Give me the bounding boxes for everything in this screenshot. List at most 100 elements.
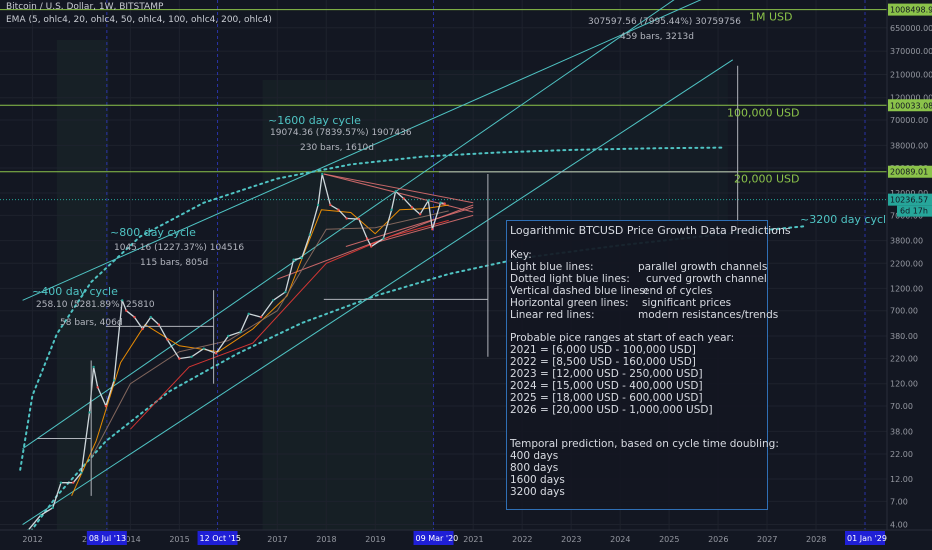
- x-tick-label: 2026: [708, 535, 728, 544]
- y-tick-label: 4.00: [890, 521, 908, 530]
- price-point: [320, 172, 324, 176]
- cycle-label: ~400 day cycle: [32, 285, 118, 298]
- y-tick-label: 700.00: [890, 307, 918, 316]
- price-point: [390, 208, 393, 212]
- temporal-row: 1600 days: [510, 474, 565, 486]
- price-point: [439, 201, 442, 204]
- price-point: [284, 290, 287, 294]
- ema-line: [130, 219, 449, 430]
- indicator-legend[interactable]: EMA (5, ohlc4, 20, ohlc4, 50, ohlc4, 100…: [6, 15, 272, 25]
- resistance-line: [277, 204, 474, 280]
- price-point: [427, 199, 430, 202]
- y-tick-label: 1200.00: [890, 284, 923, 293]
- measure-label: 58 bars, 406d: [60, 318, 123, 328]
- x-tick-label: 2015: [169, 535, 189, 544]
- y-tick-label: 7.00: [890, 497, 908, 506]
- price-point: [431, 228, 434, 231]
- price-line: [19, 173, 445, 538]
- x-tick-label: 2019: [365, 535, 385, 544]
- y-tick-label: 38000.00: [890, 141, 928, 150]
- price-point: [227, 334, 230, 338]
- y-tick-label: 3800.00: [890, 237, 923, 246]
- key-row: Vertical dashed blue lines: end of cycles: [510, 285, 713, 297]
- measure-label: 230 bars, 1610d: [300, 143, 374, 153]
- key-heading: Key:: [510, 249, 532, 261]
- y-tick-label: 12.00: [890, 475, 913, 484]
- x-tick-label: 2018: [316, 535, 336, 544]
- y-tick-label: 650000.00: [890, 24, 932, 33]
- price-point: [80, 471, 83, 474]
- cycle-label: ~3200 day cycle: [800, 213, 893, 226]
- price-point: [214, 352, 218, 355]
- y-tick-label: 210000.00: [890, 71, 932, 80]
- resistance-line: [345, 206, 474, 247]
- y-tick-label: 220.00: [890, 355, 918, 364]
- price-point: [247, 312, 250, 315]
- y-tick-label: 370000.00: [890, 47, 932, 56]
- cycle-label: ~800 day cycle: [110, 226, 196, 239]
- range-row: 2022 = [8,500 USD - 160,000 USD]: [510, 356, 696, 368]
- price-point: [51, 506, 55, 509]
- date-tag: [197, 531, 238, 545]
- growth-channel-line: [22, 0, 702, 301]
- price-point: [345, 217, 348, 220]
- range-row: 2024 = [15,000 USD - 400,000 USD]: [510, 380, 703, 392]
- date-tag: [413, 531, 454, 545]
- resistance-line: [323, 173, 474, 213]
- price-point: [59, 481, 63, 484]
- x-tick-label: 2022: [512, 535, 532, 544]
- measure-label: 1045.16 (1227.37%) 104516: [114, 243, 244, 253]
- ranges-heading: Probable pice ranges at start of each ye…: [510, 332, 735, 344]
- date-tag-label: 08 Jul '13: [89, 534, 126, 543]
- date-tag-label: 12 Oct '15: [200, 534, 241, 543]
- x-tick-label: 2014: [120, 535, 140, 544]
- temporal-heading: Temporal prediction, based on cycle time…: [510, 438, 779, 450]
- measure-label: 115 bars, 805d: [140, 258, 208, 268]
- y-tick-label: 70.00: [890, 402, 913, 411]
- key-row: Linear red lines: modern resistances/tren…: [510, 309, 779, 321]
- temporal-row: 800 days: [510, 462, 559, 474]
- x-tick-label: 2028: [806, 535, 826, 544]
- price-point: [72, 481, 75, 484]
- range-row: 2026 = [20,000 USD - 1,000,000 USD]: [510, 404, 713, 416]
- measure-label: 459 bars, 3213d: [620, 32, 694, 42]
- y-tick-label: 70000.00: [890, 116, 928, 125]
- price-point: [369, 245, 373, 248]
- ema-line: [71, 204, 449, 497]
- range-row: 2025 = [18,000 USD - 600,000 USD]: [510, 392, 703, 404]
- price-tag-label: 10236.57: [890, 196, 928, 205]
- key-row: Dotted light blue lines: curved growth ch…: [510, 273, 767, 285]
- info-title: Logarithmic BTCUSD Price Growth Data Pre…: [510, 224, 791, 237]
- date-tag-label: 09 Mar '20: [416, 534, 459, 543]
- price-tag: [888, 3, 932, 16]
- key-row: Light blue lines: parallel growth channel…: [510, 261, 768, 273]
- price-point: [272, 299, 275, 302]
- x-tick-label: 2024: [610, 535, 630, 544]
- price-tag-label: 1008498.90: [890, 6, 932, 15]
- symbol-title: Bitcoin / U.S. Dollar, 1W, BITSTAMP: [6, 2, 164, 12]
- level-label: 20,000 USD: [734, 173, 800, 186]
- price-point: [178, 357, 181, 360]
- price-point: [418, 213, 422, 216]
- price-point: [104, 404, 108, 408]
- price-point: [120, 299, 124, 302]
- price-point: [308, 233, 312, 236]
- price-point: [39, 514, 42, 517]
- x-tick-label: 2027: [757, 535, 777, 544]
- price-point: [149, 315, 152, 319]
- price-point: [443, 202, 446, 205]
- curved-channel-upper: [19, 146, 724, 471]
- cycle-label: ~1600 day cycle: [268, 114, 361, 127]
- y-tick-label: 12000.00: [890, 189, 928, 198]
- price-point: [165, 338, 169, 341]
- price-tag-label: 100033.08: [890, 101, 932, 110]
- price-point: [133, 315, 136, 319]
- x-tick-label: 2025: [659, 535, 679, 544]
- level-label: 1M USD: [749, 11, 793, 24]
- range-row: 2021 = [6,000 USD - 100,000 USD]: [510, 344, 696, 356]
- price-point: [394, 190, 397, 193]
- y-axis-bg: [887, 0, 932, 550]
- y-tick-label: 380.00: [890, 332, 918, 341]
- price-tag: [888, 99, 932, 112]
